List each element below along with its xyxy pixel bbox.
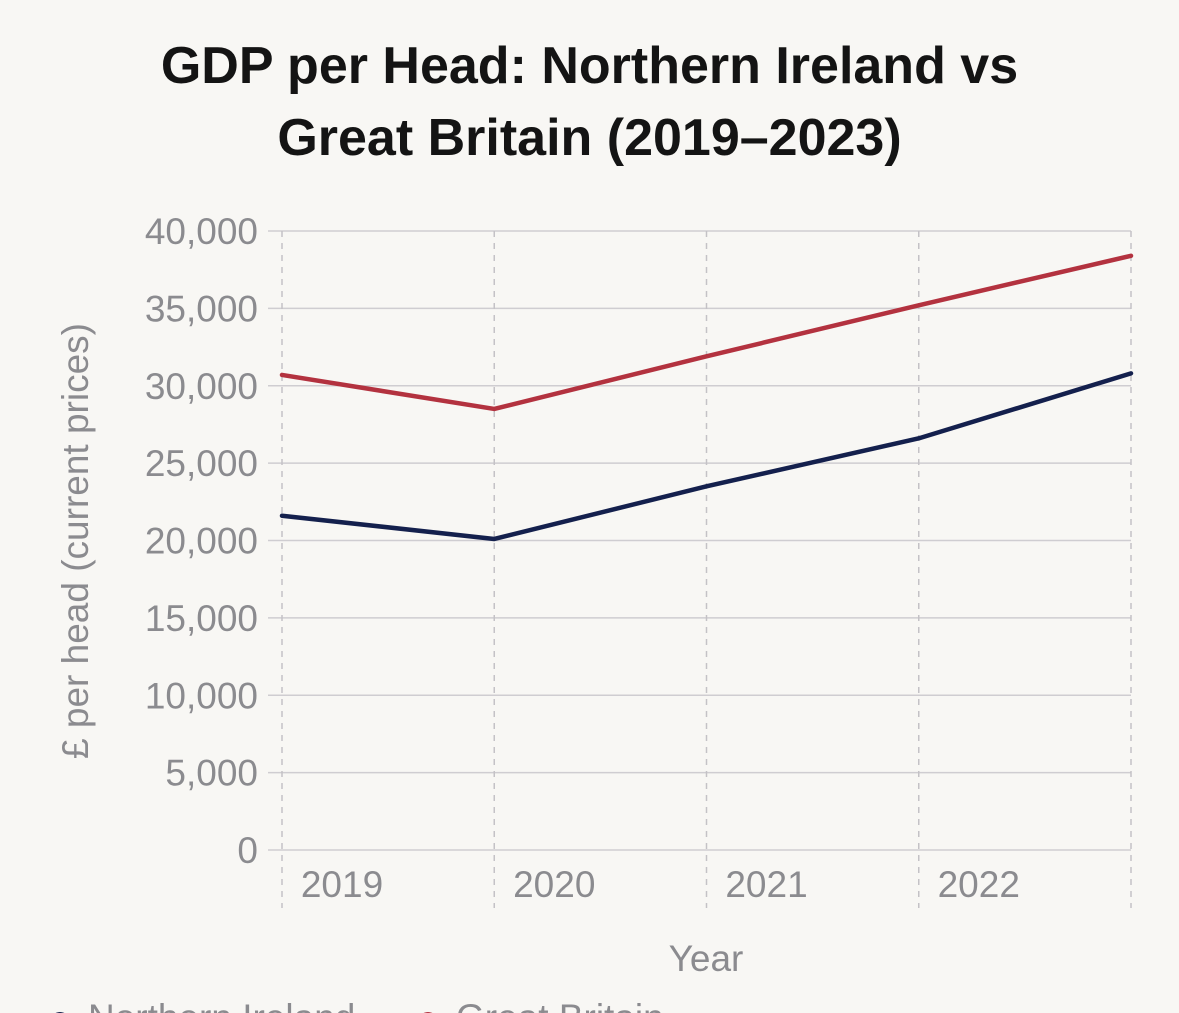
chart-title-line-2: Great Britain (2019–2023) — [277, 109, 902, 167]
y-tick-label: 25,000 — [145, 443, 258, 484]
y-tick-label: 20,000 — [145, 521, 258, 562]
y-tick-label: 30,000 — [145, 366, 258, 407]
x-tick-label: 2019 — [301, 864, 383, 905]
y-tick-label: 5,000 — [165, 753, 258, 794]
y-tick-label: 40,000 — [145, 211, 258, 252]
x-tick-label: 2021 — [725, 864, 807, 905]
chart-title-line-1: GDP per Head: Northern Ireland vs — [160, 37, 1019, 95]
legend-label: Northern Ireland — [88, 997, 355, 1013]
y-axis: 0 5,000 10,000 15,000 20,000 25,000 30,000 35,0… — [145, 211, 258, 871]
grid-lines — [268, 230, 1132, 908]
legend-item-northern-ireland[interactable]: Northern Ireland — [50, 997, 355, 1013]
x-axis-label: Year — [669, 938, 744, 979]
y-axis-label: £ per head (current prices) — [55, 323, 96, 759]
y-tick-label: 10,000 — [145, 675, 258, 716]
x-tick-label: 2022 — [938, 864, 1020, 905]
y-tick-label: 0 — [237, 830, 258, 871]
series-line-great-britain — [279, 253, 1134, 412]
series-line-northern-ireland — [279, 371, 1134, 542]
chart-title: GDP per Head: Northern Ireland vs Great … — [0, 30, 1179, 174]
x-tick-label: 2020 — [513, 864, 595, 905]
series-lines — [279, 253, 1134, 542]
legend-item-great-britain[interactable]: Great Britain — [418, 997, 664, 1013]
legend-label: Great Britain — [456, 997, 664, 1013]
y-tick-label: 35,000 — [145, 288, 258, 329]
legend: Northern Ireland Great Britain — [50, 997, 664, 1013]
y-tick-label: 15,000 — [145, 598, 258, 639]
x-axis: 2019 2020 2021 2022 — [301, 864, 1020, 905]
